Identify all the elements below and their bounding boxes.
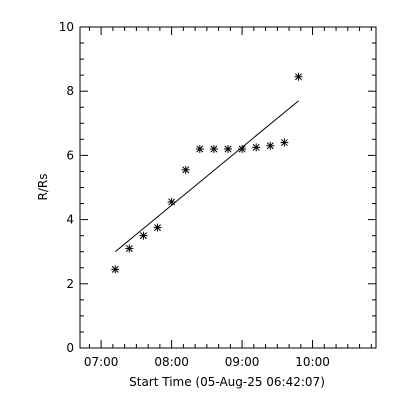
data-point	[195, 144, 204, 153]
y-tick-label: 10	[59, 20, 74, 34]
data-point	[280, 138, 289, 147]
x-tick-label: 08:00	[154, 355, 189, 369]
x-tick-label: 10:00	[295, 355, 330, 369]
data-point	[238, 144, 247, 153]
data-point	[266, 141, 275, 150]
data-point	[252, 143, 261, 152]
y-tick-label: 2	[66, 277, 74, 291]
data-point	[209, 144, 218, 153]
x-axis-title: Start Time (05-Aug-25 06:42:07)	[129, 375, 325, 389]
fit-line-group	[114, 100, 299, 253]
data-point	[181, 165, 190, 174]
ticks: 07:00 08:00 09:00 10:00 0 2 4 6 8 10	[59, 20, 376, 369]
markers	[111, 72, 303, 274]
data-point	[294, 72, 303, 81]
y-tick-label: 4	[66, 213, 74, 227]
data-point	[153, 223, 162, 232]
y-axis-title: R/Rs	[36, 174, 50, 201]
fit-line	[114, 100, 299, 253]
plot-frame	[79, 26, 377, 349]
data-point	[167, 197, 176, 206]
data-point	[125, 244, 134, 253]
y-tick-label: 8	[66, 84, 74, 98]
data-point	[224, 144, 232, 153]
data-point	[139, 231, 148, 240]
axes	[79, 26, 377, 349]
x-tick-label: 07:00	[84, 355, 119, 369]
data-point	[111, 265, 120, 274]
y-tick-label: 6	[66, 148, 74, 162]
x-tick-label: 09:00	[225, 355, 260, 369]
y-tick-label: 0	[66, 341, 74, 355]
